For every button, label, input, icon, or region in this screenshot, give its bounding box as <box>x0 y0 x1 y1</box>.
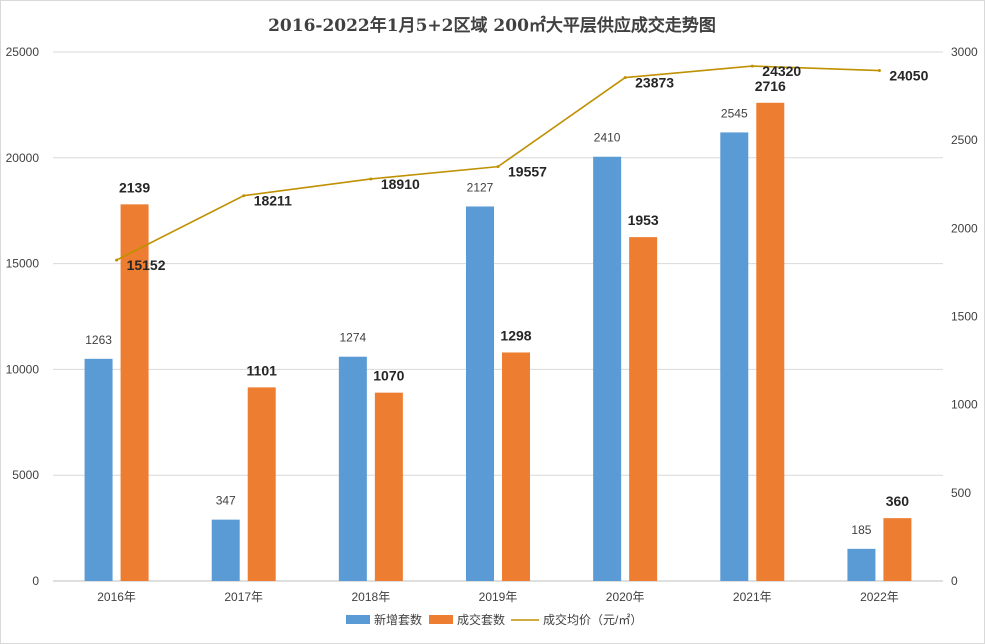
data-label-price: 24320 <box>762 63 801 79</box>
price-point <box>115 258 119 262</box>
left-tick-label: 10000 <box>6 362 40 376</box>
bar-transactions <box>374 392 403 581</box>
price-point <box>242 194 246 198</box>
data-label-new-supply: 2545 <box>721 106 748 120</box>
price-point <box>369 177 373 181</box>
x-axis: 2016年 2017年 2018年 2019年 2020年 2021年 2022年 <box>97 590 899 604</box>
x-tick-label: 2016年 <box>97 590 136 604</box>
x-tick-label: 2021年 <box>733 590 772 604</box>
data-label-new-supply: 2127 <box>467 180 494 194</box>
bar-new-supply <box>593 156 622 581</box>
right-tick-label: 2500 <box>951 133 978 147</box>
data-label-transactions: 2716 <box>755 78 786 94</box>
bar-new-supply <box>720 132 749 581</box>
data-label-new-supply: 185 <box>851 523 871 537</box>
legend-swatch-transactions <box>429 615 453 624</box>
right-tick-label: 3000 <box>951 45 978 59</box>
data-label-transactions: 360 <box>886 493 910 509</box>
x-tick-label: 2017年 <box>224 590 263 604</box>
bar-new-supply <box>211 519 240 581</box>
data-labels: 1263 2139 347 1101 1274 1070 2127 1298 2410 1953 2… <box>85 63 928 537</box>
price-point <box>623 76 627 80</box>
bar-transactions <box>883 518 912 581</box>
data-label-price: 23873 <box>635 75 674 91</box>
right-tick-label: 1500 <box>951 310 978 324</box>
bar-transactions <box>120 204 149 582</box>
bar-transactions <box>247 387 276 581</box>
data-label-price: 18211 <box>254 193 292 209</box>
data-label-transactions: 1101 <box>247 362 278 378</box>
data-label-new-supply: 2410 <box>594 131 621 145</box>
left-tick-label: 0 <box>32 574 39 588</box>
bar-new-supply <box>847 548 876 581</box>
data-label-price: 19557 <box>508 164 547 180</box>
legend: 新增套数 成交套数 成交均价（元/㎡） <box>346 612 642 627</box>
bars <box>84 102 912 582</box>
legend-swatch-new-supply <box>346 615 370 624</box>
data-label-price: 18910 <box>381 176 420 192</box>
x-tick-label: 2019年 <box>479 590 518 604</box>
price-point <box>877 69 881 73</box>
left-tick-label: 25000 <box>6 45 40 59</box>
price-line <box>115 64 881 262</box>
x-tick-label: 2018年 <box>352 590 391 604</box>
x-tick-label: 2020年 <box>606 590 645 604</box>
bar-new-supply <box>84 358 113 581</box>
x-tick-label: 2022年 <box>860 590 899 604</box>
data-label-price: 15152 <box>127 257 166 273</box>
legend-label-transactions: 成交套数 <box>457 612 505 627</box>
bar-transactions <box>756 102 785 581</box>
left-axis: 0 5000 10000 15000 20000 25000 <box>6 45 40 588</box>
data-label-new-supply: 1263 <box>85 333 112 347</box>
right-tick-label: 500 <box>951 486 971 500</box>
bar-new-supply <box>338 356 367 581</box>
price-point <box>750 64 754 68</box>
right-axis: 0 500 1000 1500 2000 2500 3000 <box>951 45 978 588</box>
data-label-new-supply: 347 <box>216 494 236 508</box>
data-label-transactions: 1953 <box>628 212 659 228</box>
price-point <box>496 165 500 169</box>
data-label-transactions: 1298 <box>500 327 531 343</box>
right-tick-label: 2000 <box>951 221 978 235</box>
data-label-transactions: 1070 <box>373 368 404 384</box>
legend-label-new-supply: 新增套数 <box>374 612 422 627</box>
bar-new-supply <box>466 206 494 581</box>
bar-transactions <box>629 237 658 581</box>
data-label-price: 24050 <box>889 68 928 84</box>
legend-label-price: 成交均价（元/㎡） <box>543 612 642 627</box>
left-tick-label: 15000 <box>6 257 40 271</box>
chart-title: 2016-2022年1月5+2区域 200㎡大平层供应成交走势图 <box>268 15 716 36</box>
gridlines <box>53 51 943 582</box>
right-tick-label: 0 <box>951 574 958 588</box>
left-tick-label: 20000 <box>6 151 40 165</box>
data-label-new-supply: 1274 <box>340 331 367 345</box>
left-tick-label: 5000 <box>12 468 39 482</box>
bar-transactions <box>502 352 530 581</box>
right-tick-label: 1000 <box>951 398 978 412</box>
data-label-transactions: 2139 <box>119 179 150 195</box>
